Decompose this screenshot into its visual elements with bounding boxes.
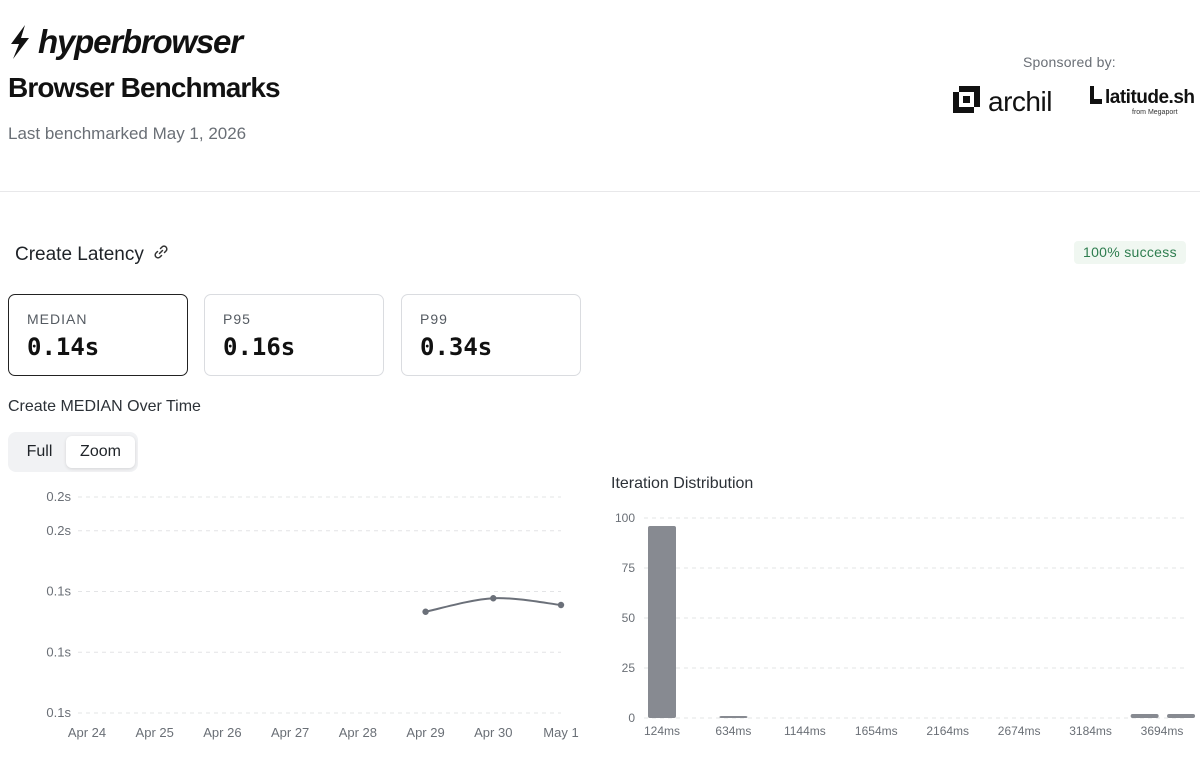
y-tick-label: 0.2s <box>46 523 71 538</box>
y-tick-label: 0.1s <box>46 584 71 599</box>
histogram-bar <box>719 716 748 718</box>
stat-card-median[interactable]: MEDIAN 0.14s <box>8 294 188 376</box>
median-line-chart: 0.2s 0.2s 0.1s 0.1s 0.1s Apr 24 Apr 25 Apr 26 Ap… <box>46 489 578 740</box>
y-tick-label: 75 <box>622 561 636 575</box>
stat-label: P95 <box>223 311 251 327</box>
sponsor-latitude[interactable]: latitude.sh from Megaport <box>1088 86 1195 116</box>
stat-value: 0.16s <box>223 333 296 361</box>
brand-logo[interactable]: hyperbrowser <box>8 22 243 62</box>
success-badge: 100% success <box>1074 241 1186 264</box>
data-point <box>490 595 497 602</box>
histogram-bar <box>648 526 676 718</box>
stat-card-p99[interactable]: P99 0.34s <box>401 294 581 376</box>
toggle-zoom-button[interactable]: Zoom <box>66 436 135 468</box>
stat-value: 0.34s <box>420 333 493 361</box>
section-title: Create Latency <box>15 244 169 266</box>
iteration-distribution-chart: 0 25 50 75 100 124ms 634ms 1144ms 1654ms 2164ms 26… <box>615 511 1196 738</box>
toggle-full-button[interactable]: Full <box>26 443 53 460</box>
x-tick-label: May 1 <box>543 725 578 740</box>
stat-label: P99 <box>420 311 448 327</box>
distribution-heading: Iteration Distribution <box>611 475 754 492</box>
x-tick-label: Apr 28 <box>339 725 377 740</box>
histogram-bar <box>1130 714 1159 718</box>
link-icon[interactable] <box>153 244 169 266</box>
x-tick-label: Apr 25 <box>136 725 174 740</box>
over-time-heading: Create MEDIAN Over Time <box>8 398 201 415</box>
x-tick-label: Apr 27 <box>271 725 309 740</box>
x-tick-label: 1654ms <box>855 724 898 738</box>
x-tick-label: Apr 24 <box>68 725 106 740</box>
archil-logo-icon <box>953 86 980 118</box>
y-tick-label: 100 <box>615 511 635 525</box>
sponsor-label: Sponsored by: <box>1023 54 1116 70</box>
x-tick-label: 634ms <box>715 724 751 738</box>
range-toggle: Full Zoom <box>8 432 138 472</box>
header-divider <box>0 191 1200 192</box>
y-tick-label: 0.2s <box>46 489 71 504</box>
latitude-sub: from Megaport <box>1132 109 1178 116</box>
x-tick-label: 124ms <box>644 724 680 738</box>
stat-label: MEDIAN <box>27 311 88 327</box>
x-tick-label: 2674ms <box>998 724 1041 738</box>
brand-name: hyperbrowser <box>38 23 243 60</box>
data-point <box>422 608 429 615</box>
y-tick-label: 0.1s <box>46 705 71 720</box>
y-tick-label: 25 <box>622 661 636 675</box>
histogram-bar <box>1167 714 1196 718</box>
x-tick-label: Apr 26 <box>203 725 241 740</box>
stat-value: 0.14s <box>27 333 100 361</box>
y-tick-label: 50 <box>622 611 636 625</box>
x-tick-label: 3184ms <box>1069 724 1112 738</box>
stat-card-p95[interactable]: P95 0.16s <box>204 294 384 376</box>
x-tick-label: Apr 30 <box>474 725 512 740</box>
lightning-bolt-icon <box>8 24 32 60</box>
x-tick-label: 2164ms <box>926 724 969 738</box>
archil-name: archil <box>988 86 1052 117</box>
y-tick-label: 0 <box>628 711 635 725</box>
latitude-name: latitude.sh <box>1105 86 1195 108</box>
latitude-logo-icon <box>1088 86 1102 109</box>
x-tick-label: 1144ms <box>784 724 826 738</box>
section-title-text: Create Latency <box>15 244 144 265</box>
page-title: Browser Benchmarks <box>8 72 281 103</box>
sponsor-archil[interactable]: archil <box>953 86 1052 118</box>
data-point <box>557 601 565 609</box>
last-benchmarked-text: Last benchmarked May 1, 2026 <box>8 124 247 143</box>
x-tick-label: Apr 29 <box>406 725 444 740</box>
x-tick-label: 3694ms <box>1141 724 1184 738</box>
y-tick-label: 0.1s <box>46 644 71 659</box>
